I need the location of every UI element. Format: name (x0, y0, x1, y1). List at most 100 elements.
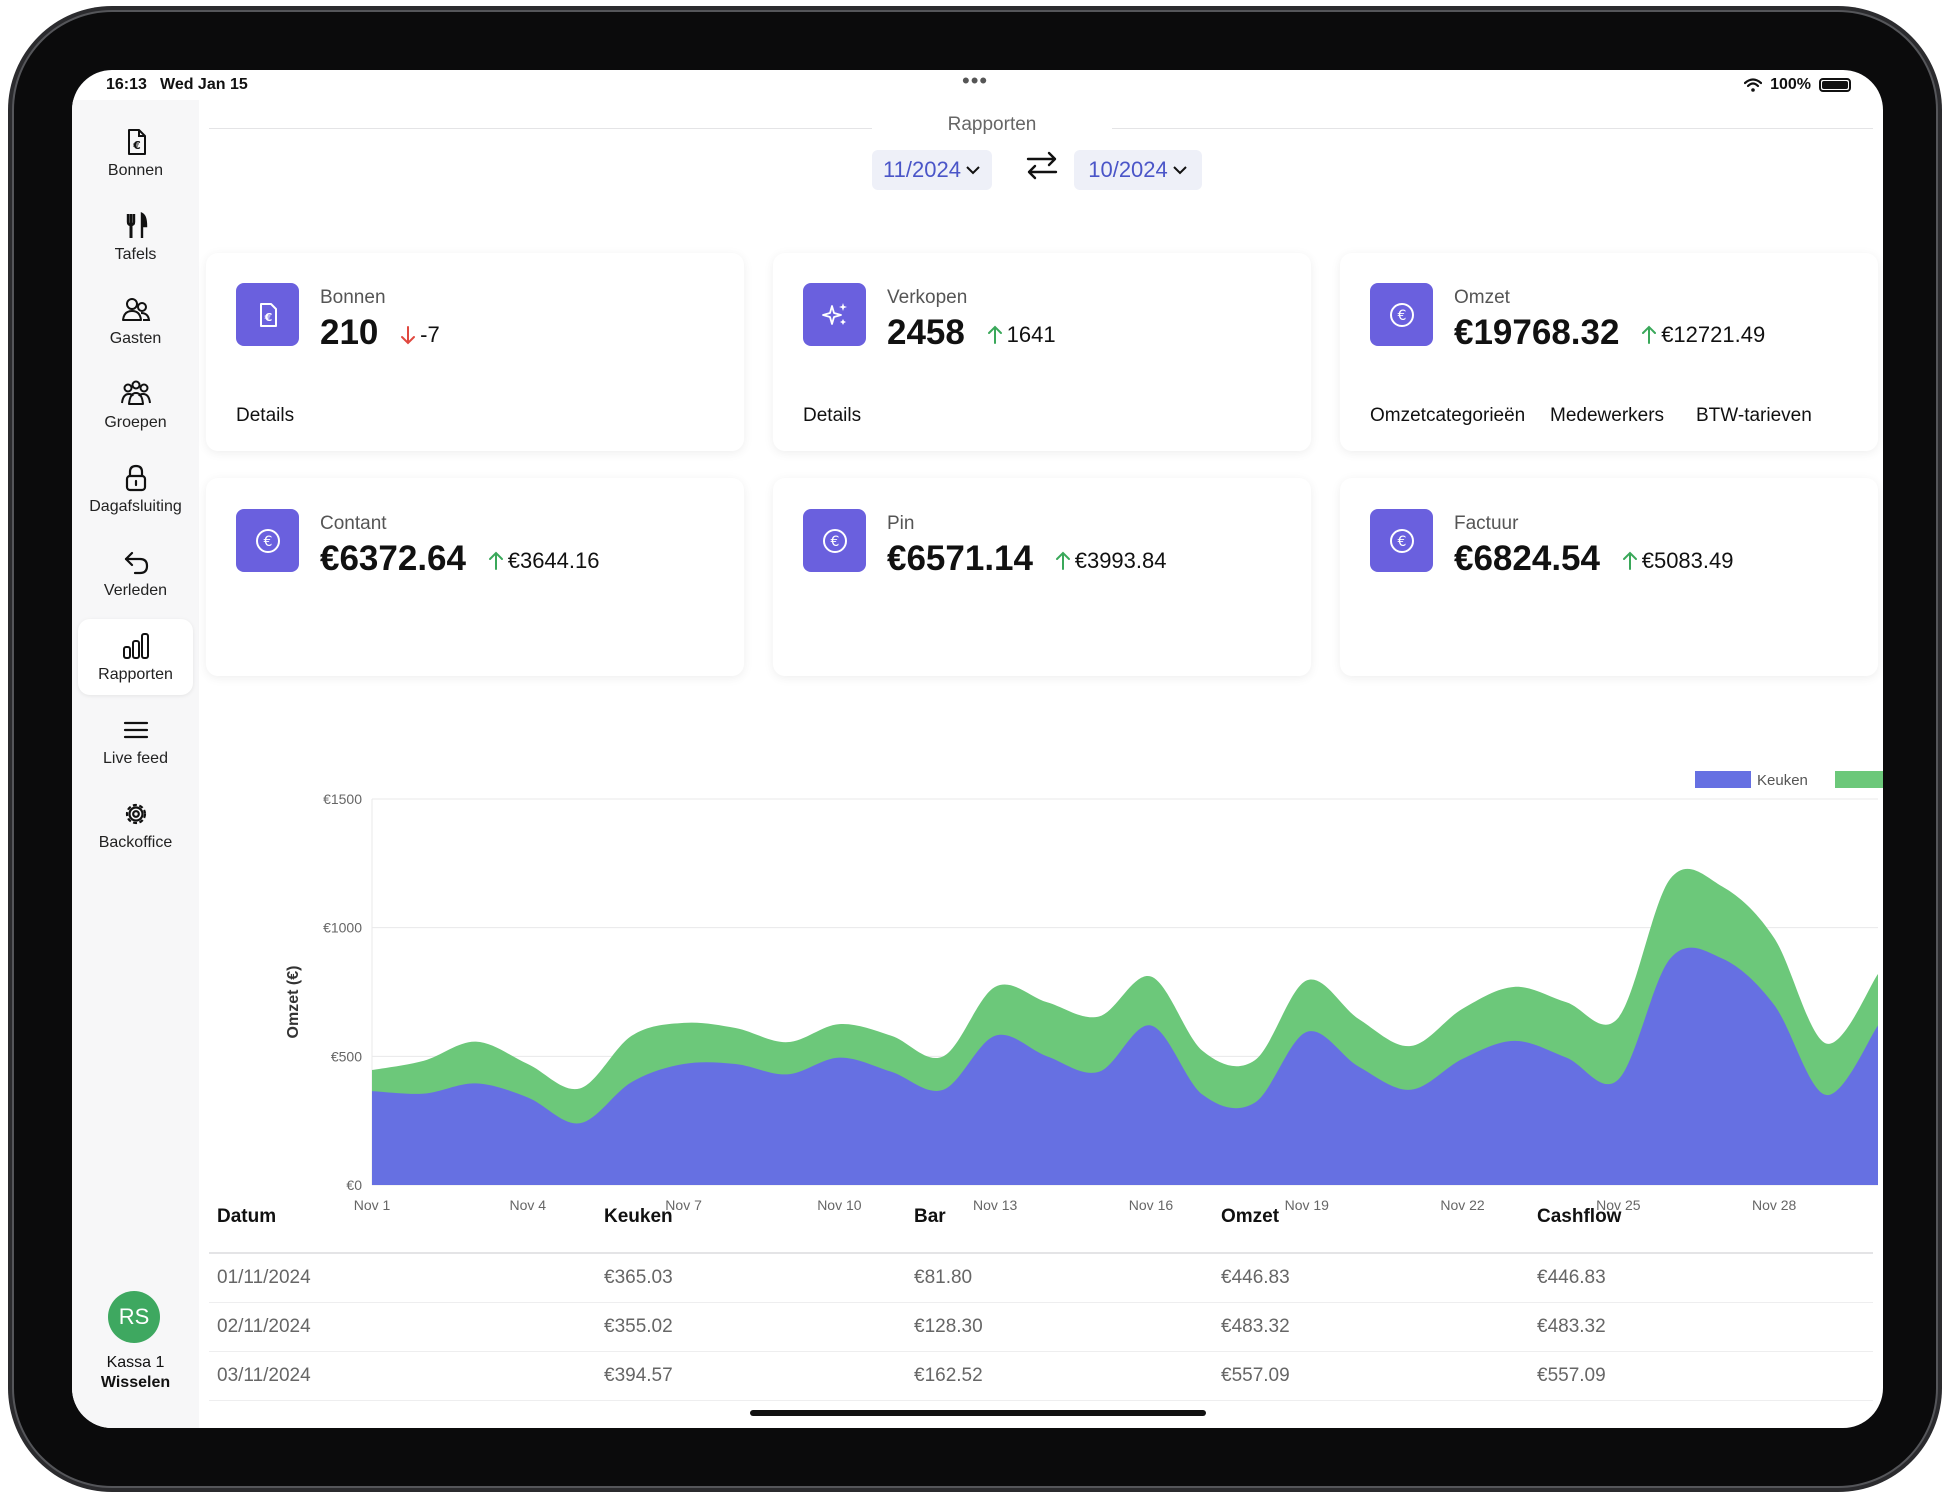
sidebar-item-bonnen[interactable]: € Bonnen (78, 115, 193, 191)
status-time: 16:13 (106, 76, 147, 93)
cell-datum: 01/11/2024 (217, 1267, 311, 1288)
volume-button (226, 6, 292, 13)
card-label: Contant (320, 513, 387, 534)
card-value-text: €6372.64 (320, 539, 466, 578)
card-value-text: €6824.54 (1454, 539, 1600, 578)
sidebar-item-label: Gasten (109, 329, 162, 347)
x-tick-label: Nov 13 (973, 1197, 1018, 1213)
card-verkopen: Verkopen 2458 1641 Details (773, 253, 1311, 451)
battery-percent: 100% (1770, 76, 1811, 93)
receipt-euro-icon: € (259, 302, 277, 327)
sidebar-item-gasten[interactable]: Gasten (78, 283, 193, 359)
svg-text:€: € (1397, 534, 1406, 550)
card-label: Verkopen (887, 287, 968, 308)
y-tick-label: €0 (346, 1177, 362, 1193)
x-tick-label: Nov 10 (817, 1197, 862, 1213)
switch-user-button[interactable]: Wisselen (100, 1374, 171, 1391)
table-row[interactable]: 01/11/2024 €365.03 €81.80 €446.83 €446.8… (209, 1254, 1873, 1303)
two-users-icon (121, 297, 150, 321)
card-label: Bonnen (320, 287, 386, 308)
card-label: Pin (887, 513, 915, 534)
card-icon: € (236, 509, 299, 572)
svg-text:€: € (263, 534, 272, 550)
fork-knife-icon (126, 211, 147, 238)
arrow-up-icon (488, 551, 503, 570)
period-current-select[interactable]: 11/2024 (872, 150, 992, 190)
cell-cashflow: €483.32 (1537, 1316, 1606, 1337)
period-compare-select[interactable]: 10/2024 (1074, 150, 1202, 190)
avatar[interactable]: RS (108, 1291, 160, 1343)
svg-text:€: € (132, 139, 141, 152)
card-value: €6571.14 €3993.84 (887, 539, 1166, 579)
sidebar-item-live-feed[interactable]: Live feed (78, 703, 193, 779)
register-name: Kassa 1 (106, 1354, 165, 1371)
arrow-up-icon (987, 325, 1002, 344)
sidebar-item-label: Backoffice (98, 833, 173, 851)
revenue-area-chart: €0 €500 €1000 €1500 Nov 1 Nov 4 Nov 7 Nov 10 Nov… (285, 771, 1883, 1213)
volume-button (145, 6, 211, 13)
table-header-cashflow: Cashflow (1537, 1206, 1622, 1227)
card-icon: € (1370, 509, 1433, 572)
card-delta: -7 (400, 322, 440, 348)
table-header-omzet: Omzet (1221, 1206, 1280, 1227)
sidebar-item-verleden[interactable]: Verleden (78, 535, 193, 611)
legend-swatch (1695, 771, 1751, 788)
card-delta-value: -7 (420, 321, 440, 347)
card-delta-value: €12721.49 (1661, 321, 1766, 347)
sidebar-item-label: Groepen (104, 413, 167, 431)
medewerkers-link[interactable]: Medewerkers (1550, 405, 1665, 426)
y-tick-label: €1000 (323, 920, 362, 936)
x-tick-label: Nov 4 (510, 1197, 547, 1213)
table-row[interactable]: 03/11/2024 €394.57 €162.52 €557.09 €557.… (209, 1352, 1873, 1401)
x-tick-label: Nov 7 (665, 1197, 702, 1213)
page-title: Rapporten (872, 114, 1112, 136)
receipt-euro-icon: € (127, 128, 146, 155)
sidebar: € Bonnen Tafels Gasten (72, 100, 199, 1428)
series-area-keuken (372, 947, 1878, 1185)
card-value: €6372.64 €3644.16 (320, 539, 599, 579)
lock-icon (125, 464, 146, 491)
card-omzet: € Omzet €19768.32 €12721.49 Omzetcategor… (1340, 253, 1878, 451)
group-users-icon (120, 380, 151, 405)
card-delta-value: €5083.49 (1641, 547, 1734, 573)
card-value: €6824.54 €5083.49 (1454, 539, 1733, 579)
cell-bar: €81.80 (914, 1267, 973, 1288)
multitask-dots-icon[interactable]: ••• (962, 70, 989, 93)
swap-periods-icon[interactable] (1022, 148, 1062, 184)
card-value-text: 2458 (887, 313, 965, 352)
period-current-value: 11/2024 (883, 157, 961, 182)
sidebar-item-dagafsluiting[interactable]: Dagafsluiting (78, 451, 193, 527)
sidebar-item-tafels[interactable]: Tafels (78, 199, 193, 275)
card-value: €19768.32 €12721.49 (1454, 313, 1765, 353)
card-value: 2458 1641 (887, 313, 1056, 353)
status-bar: 16:13 Wed Jan 15 ••• 100% (72, 70, 1883, 100)
euro-coin-icon: € (1389, 302, 1414, 327)
x-tick-label: Nov 16 (1129, 1197, 1174, 1213)
sidebar-item-backoffice[interactable]: Backoffice (78, 787, 193, 863)
card-factuur: € Factuur €6824.54 €5083.49 (1340, 478, 1878, 676)
card-delta: 1641 (987, 322, 1056, 348)
sidebar-item-label: Rapporten (98, 665, 173, 683)
details-link[interactable]: Details (236, 405, 295, 426)
sidebar-item-rapporten[interactable]: Rapporten (78, 619, 193, 695)
card-icon: € (1370, 283, 1433, 346)
details-link[interactable]: Details (803, 405, 862, 426)
x-tick-label: Nov 25 (1596, 1197, 1641, 1213)
card-label: Factuur (1454, 513, 1519, 534)
screen: 16:13 Wed Jan 15 ••• 100% € Bonnen (72, 70, 1883, 1428)
svg-text:€: € (830, 534, 839, 550)
cell-omzet: €483.32 (1221, 1316, 1290, 1337)
sparkles-icon (821, 302, 847, 325)
y-axis-label: Omzet (€) (285, 966, 302, 1039)
card-value-text: €6571.14 (887, 539, 1033, 578)
home-indicator[interactable] (750, 1410, 1206, 1416)
sidebar-item-groepen[interactable]: Groepen (78, 367, 193, 443)
omzetcategorieen-link[interactable]: Omzetcategorieën (1370, 405, 1526, 426)
chevron-down-icon (1173, 166, 1187, 175)
wifi-icon (1744, 78, 1763, 92)
chevron-down-icon (966, 166, 980, 175)
card-value-text: 210 (320, 313, 379, 352)
table-row[interactable]: 02/11/2024 €355.02 €128.30 €483.32 €483.… (209, 1303, 1873, 1352)
euro-coin-icon: € (255, 528, 280, 553)
btw-tarieven-link[interactable]: BTW-tarieven (1696, 405, 1812, 426)
